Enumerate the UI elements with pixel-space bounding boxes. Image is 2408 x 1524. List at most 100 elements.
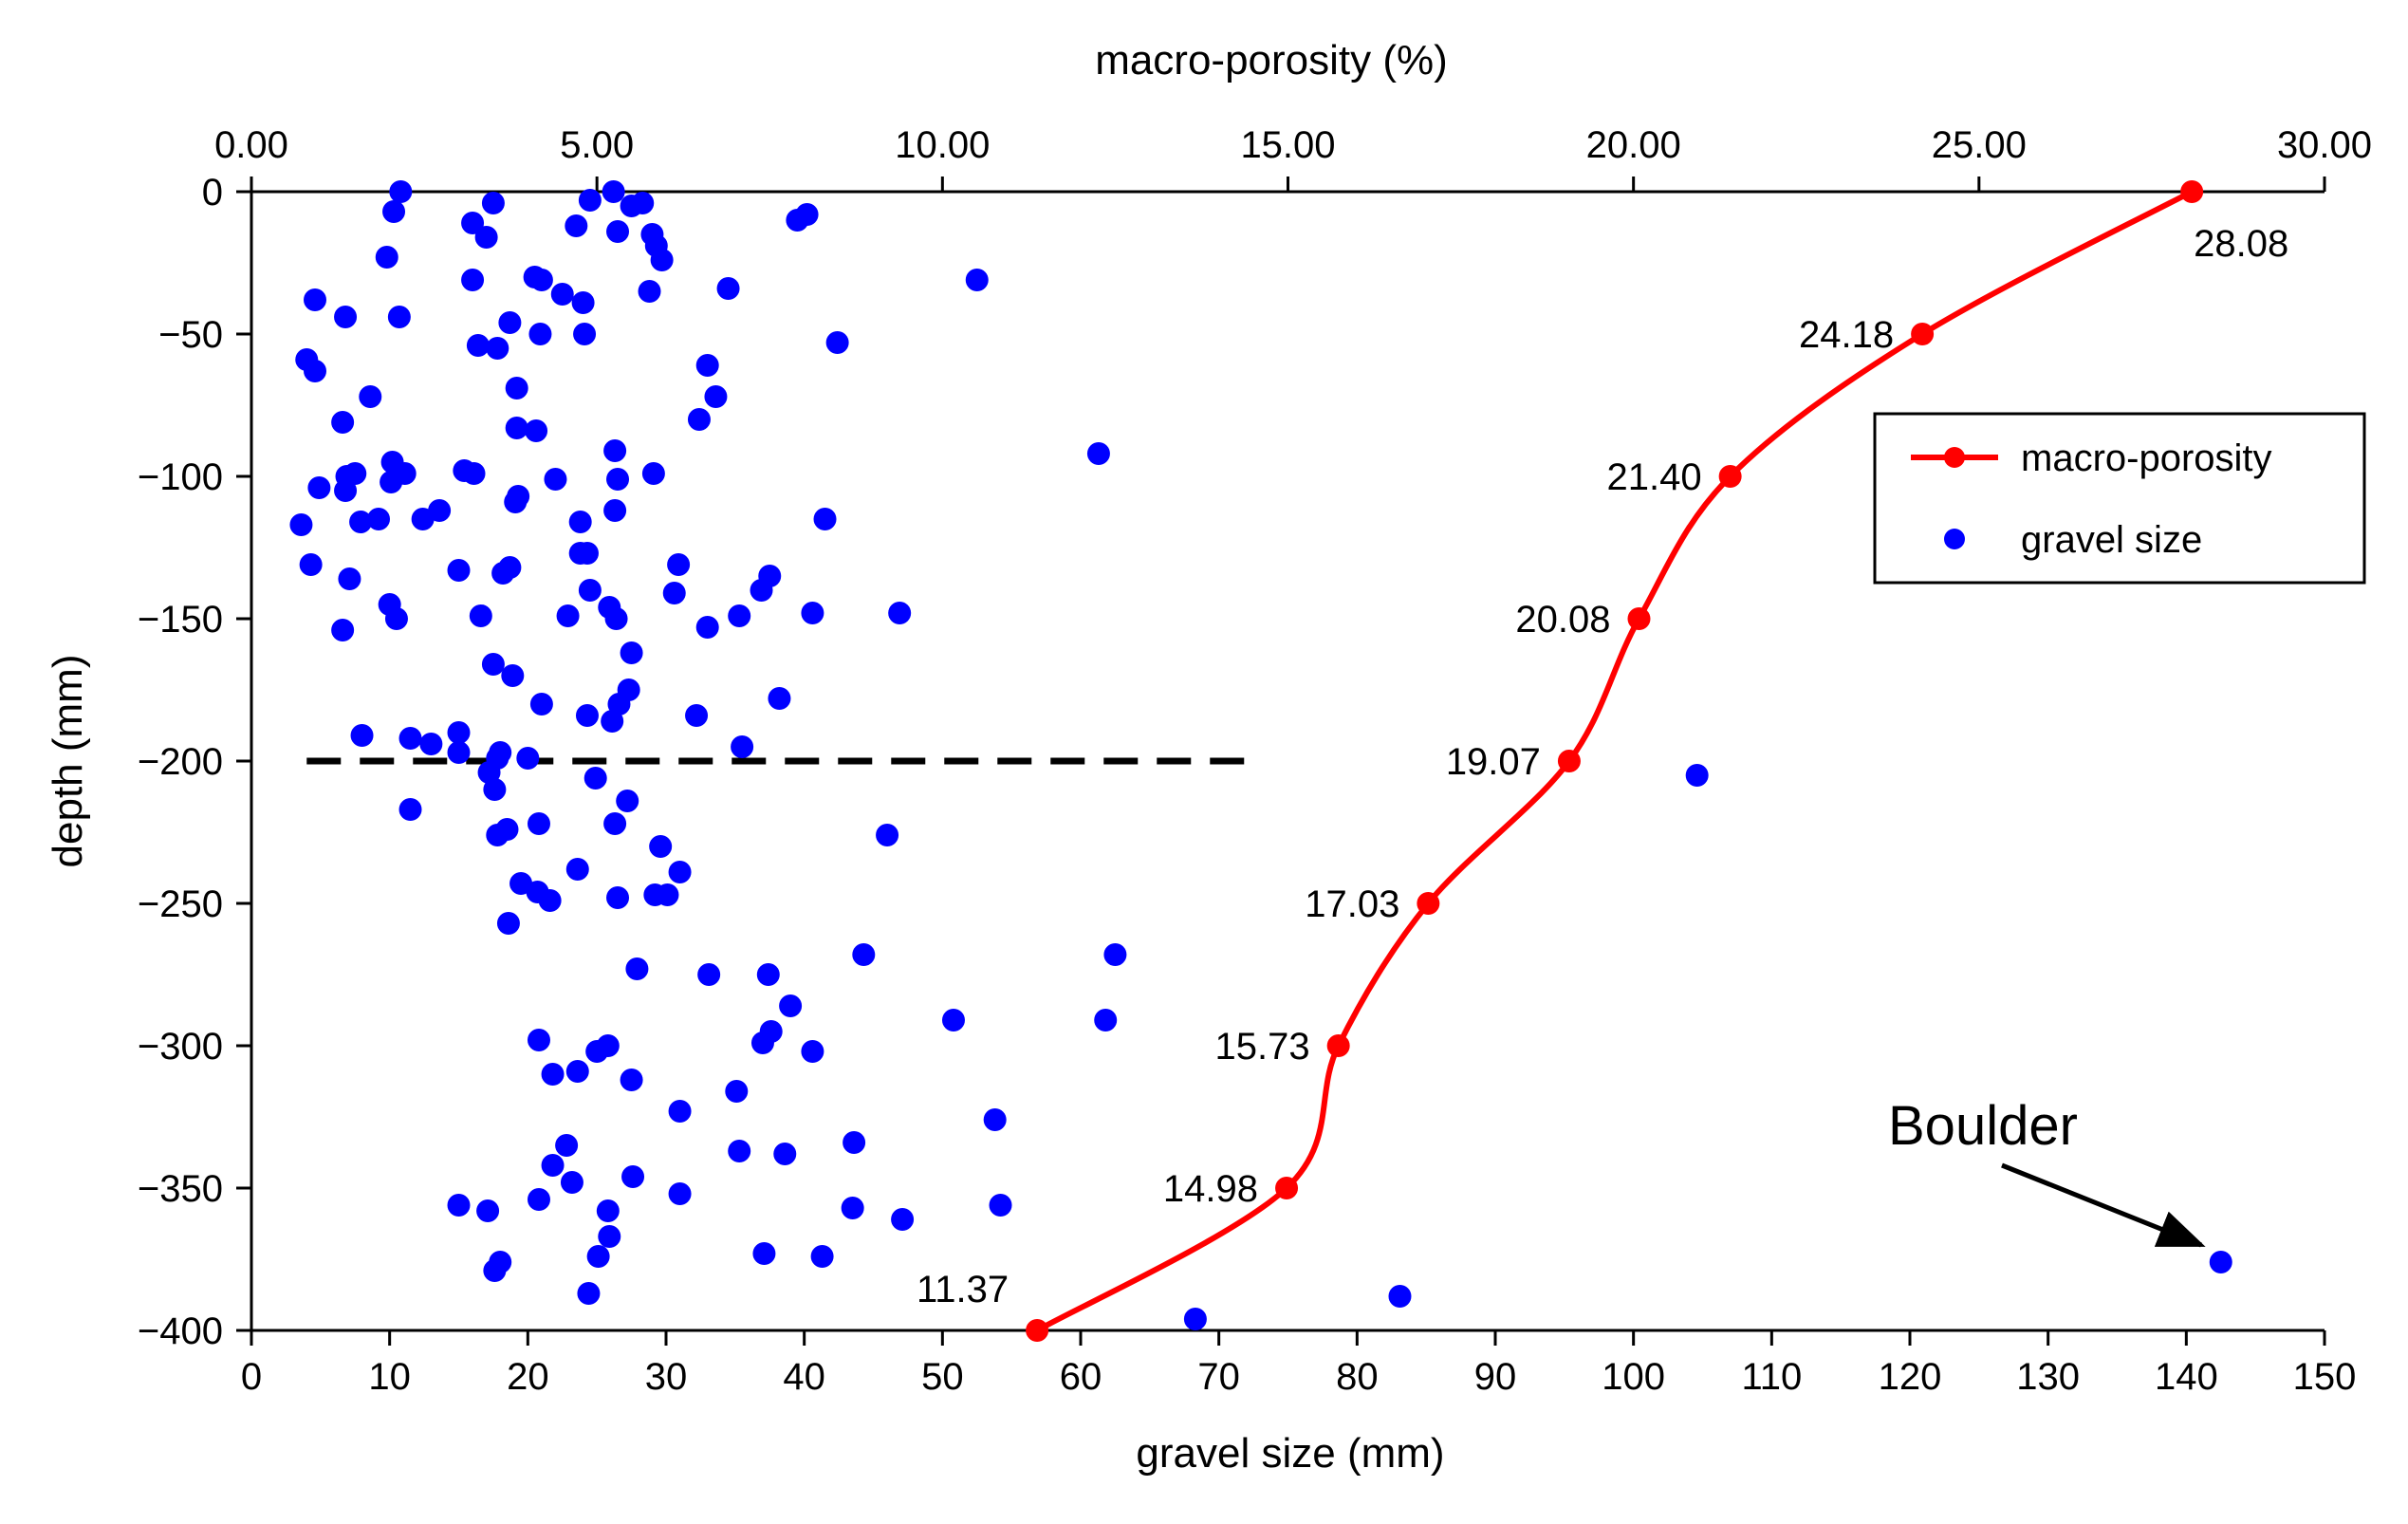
gravel-point bbox=[768, 687, 791, 710]
porosity-point bbox=[1417, 892, 1440, 915]
gravel-point bbox=[461, 212, 485, 234]
x-tick-label: 130 bbox=[2016, 1356, 2080, 1398]
gravel-point bbox=[1685, 764, 1709, 787]
gravel-point bbox=[728, 1140, 751, 1162]
gravel-point bbox=[578, 579, 602, 602]
gravel-point bbox=[349, 511, 373, 533]
x-tick-label: 50 bbox=[921, 1356, 964, 1398]
gravel-point bbox=[555, 1134, 579, 1157]
gravel-point bbox=[528, 323, 552, 345]
x-tick-label: 150 bbox=[2293, 1356, 2357, 1398]
gravel-point bbox=[601, 710, 624, 733]
gravel-point bbox=[447, 1194, 471, 1217]
gravel-point bbox=[606, 468, 630, 491]
x2-tick-label: 30.00 bbox=[2277, 124, 2372, 166]
gravel-point bbox=[697, 963, 721, 986]
gravel-point bbox=[338, 567, 361, 590]
y-tick-label: −150 bbox=[138, 599, 223, 641]
gravel-point bbox=[389, 180, 413, 203]
y-tick-label: 0 bbox=[202, 172, 223, 214]
boulder-arrow bbox=[2001, 1162, 2206, 1248]
gravel-point bbox=[801, 602, 824, 624]
porosity-data-label: 20.08 bbox=[1515, 599, 1610, 641]
gravel-point bbox=[631, 192, 655, 214]
gravel-point bbox=[331, 411, 355, 434]
gravel-point bbox=[477, 761, 501, 784]
gravel-point bbox=[367, 508, 391, 530]
gravel-point bbox=[583, 767, 607, 790]
y-axis-title: depth (mm) bbox=[45, 655, 91, 868]
gravel-point bbox=[695, 354, 719, 377]
gravel-point bbox=[447, 721, 471, 744]
gravel-point bbox=[704, 385, 728, 408]
porosity-data-label: 21.40 bbox=[1607, 456, 1702, 498]
gravel-point bbox=[375, 246, 398, 269]
gravel-point bbox=[888, 602, 912, 624]
porosity-point bbox=[1911, 323, 1935, 345]
gravel-point bbox=[384, 607, 408, 630]
gravel-point bbox=[398, 798, 422, 821]
x-tick-label: 30 bbox=[645, 1356, 688, 1398]
gravel-point bbox=[538, 889, 562, 912]
gravel-point bbox=[577, 1282, 601, 1305]
gravel-point bbox=[489, 1251, 512, 1273]
gravel-point bbox=[578, 189, 602, 212]
porosity-data-label: 17.03 bbox=[1305, 883, 1399, 925]
x2-tick-label: 5.00 bbox=[560, 124, 634, 166]
gravel-point bbox=[1086, 442, 1110, 465]
gravel-point bbox=[596, 1199, 620, 1222]
gravel-point bbox=[598, 1225, 621, 1248]
legend-label-macro-porosity: macro-porosity bbox=[2021, 437, 2272, 479]
x-axis-title: gravel size (mm) bbox=[1136, 1430, 1444, 1477]
gravel-point bbox=[498, 311, 522, 334]
porosity-data-label: 28.08 bbox=[2194, 223, 2288, 265]
gravel-point bbox=[565, 214, 588, 237]
gravel-point bbox=[620, 641, 643, 664]
porosity-point bbox=[1718, 465, 1742, 488]
y-tick-label: −350 bbox=[138, 1168, 223, 1210]
x-tick-label: 110 bbox=[1741, 1356, 1802, 1398]
macro-porosity-series: 28.08 24.18 21.40 20.08 19.07 17.03 15.73 14.98… bbox=[917, 180, 2288, 1342]
gravel-point bbox=[616, 790, 639, 812]
gravel-point bbox=[505, 377, 528, 400]
x-tick-label: 100 bbox=[1602, 1356, 1665, 1398]
porosity-data-label: 11.37 bbox=[917, 1269, 1009, 1310]
gravel-point bbox=[668, 861, 692, 883]
gravel-point bbox=[573, 323, 597, 345]
gravel-point bbox=[656, 883, 679, 906]
y-tick-label: −400 bbox=[138, 1310, 223, 1352]
gravel-point bbox=[393, 462, 417, 485]
gravel-point bbox=[387, 306, 411, 328]
gravel-point bbox=[841, 1197, 864, 1219]
gravel-point bbox=[527, 1188, 550, 1211]
porosity-data-label: 14.98 bbox=[1163, 1168, 1258, 1210]
gravel-point bbox=[334, 479, 358, 502]
x-tick-label: 80 bbox=[1336, 1356, 1379, 1398]
gravel-point bbox=[560, 1171, 583, 1194]
gravel-point bbox=[411, 508, 435, 530]
gravel-point bbox=[1388, 1285, 1412, 1308]
legend: macro-porosity gravel size bbox=[1873, 412, 2366, 585]
x2-tick-label: 15.00 bbox=[1240, 124, 1335, 166]
porosity-point bbox=[1557, 750, 1581, 772]
gravel-point bbox=[779, 994, 803, 1017]
gravel-point bbox=[620, 1069, 643, 1091]
gravel-point bbox=[625, 957, 649, 980]
y-tick-label: −50 bbox=[158, 314, 223, 356]
x2-tick-label: 20.00 bbox=[1586, 124, 1681, 166]
gravel-point bbox=[495, 818, 519, 841]
gravel-point bbox=[876, 824, 899, 846]
gravel-point bbox=[289, 513, 313, 536]
gravel-point bbox=[852, 943, 876, 966]
gravel-point bbox=[447, 559, 471, 582]
gravel-point bbox=[565, 1060, 589, 1083]
gravel-point bbox=[731, 735, 754, 758]
porosity-data-label: 24.18 bbox=[1799, 314, 1894, 356]
gravel-point bbox=[504, 491, 528, 513]
gravel-point bbox=[603, 812, 627, 835]
porosity-point bbox=[1326, 1034, 1350, 1057]
gravel-point bbox=[476, 1199, 500, 1222]
gravel-point bbox=[359, 385, 382, 408]
gravel-point bbox=[641, 462, 665, 485]
gravel-point bbox=[603, 499, 627, 522]
